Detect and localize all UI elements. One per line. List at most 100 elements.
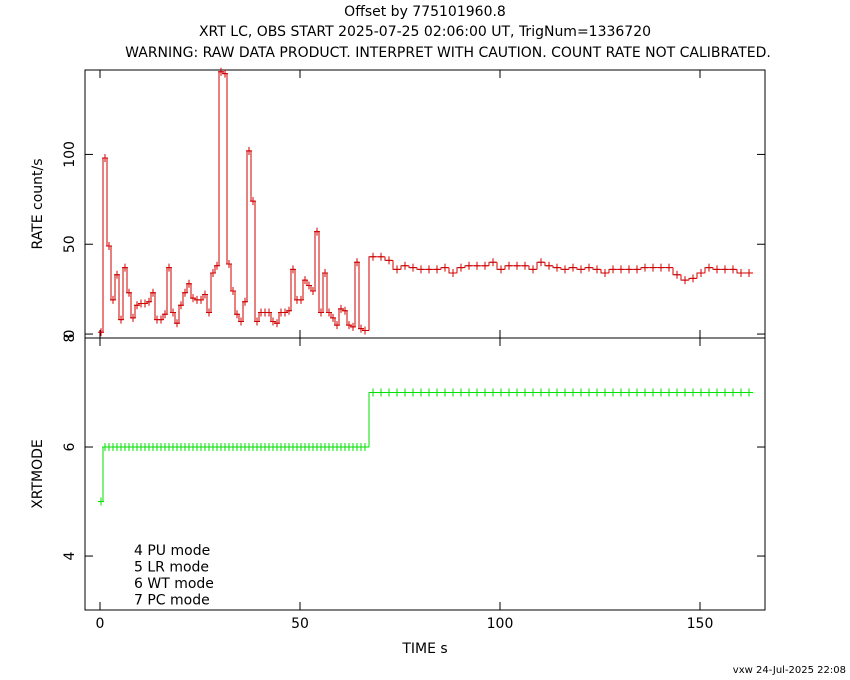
y-axis-label: RATE count/s — [30, 158, 46, 249]
data-point — [602, 268, 608, 277]
data-point — [402, 261, 408, 270]
data-point — [458, 388, 464, 397]
data-point — [434, 388, 440, 397]
annotation: 6 WT mode — [134, 576, 214, 592]
data-point — [506, 261, 512, 270]
data-point — [578, 388, 584, 397]
data-point — [626, 388, 632, 397]
data-point — [674, 388, 680, 397]
data-point — [394, 265, 400, 274]
data-point — [354, 258, 360, 267]
data-point — [666, 263, 672, 272]
data-point — [290, 265, 296, 274]
y-axis-label: XRTMODE — [30, 439, 46, 509]
data-point — [170, 308, 176, 317]
data-point — [426, 265, 432, 274]
data-point — [190, 294, 196, 303]
plot-frame — [84, 337, 766, 611]
data-point — [546, 388, 552, 397]
data-point — [266, 308, 272, 317]
data-point — [546, 261, 552, 270]
data-point — [746, 388, 752, 397]
data-point — [498, 265, 504, 274]
x-tick-label: 50 — [291, 616, 309, 632]
data-point — [730, 388, 736, 397]
y-tick-label: 8 — [62, 334, 78, 343]
data-point — [346, 321, 352, 330]
data-point — [578, 265, 584, 274]
data-point — [166, 263, 172, 272]
data-point — [426, 388, 432, 397]
data-point — [342, 306, 348, 315]
data-point — [658, 263, 664, 272]
data-point — [746, 268, 752, 277]
data-point — [634, 388, 640, 397]
data-point — [482, 261, 488, 270]
data-point — [714, 388, 720, 397]
data-point — [198, 295, 204, 304]
y-tick-label: 50 — [62, 235, 78, 253]
x-tick-label: 0 — [96, 616, 105, 632]
data-point — [146, 297, 152, 306]
data-point — [458, 263, 464, 272]
data-point — [474, 261, 480, 270]
y-tick-label: 0 — [62, 330, 78, 339]
footer: vxw 24-Jul-2025 22:08 — [733, 665, 846, 676]
data-point — [682, 388, 688, 397]
data-point — [586, 388, 592, 397]
data-point — [370, 252, 376, 261]
data-point — [314, 227, 320, 236]
data-point — [562, 388, 568, 397]
data-point — [722, 388, 728, 397]
data-point — [298, 295, 304, 304]
data-point — [610, 265, 616, 274]
y-tick-label: 6 — [62, 442, 78, 451]
data-point — [482, 388, 488, 397]
data-point — [410, 263, 416, 272]
data-point — [274, 319, 280, 328]
data-point — [370, 388, 376, 397]
data-point — [530, 388, 536, 397]
data-point — [698, 388, 704, 397]
data-point — [618, 388, 624, 397]
data-point — [386, 256, 392, 265]
data-point — [498, 388, 504, 397]
data-point — [450, 388, 456, 397]
chart-subtitle: XRT LC, OBS START 2025-07-25 02:06:00 UT… — [199, 24, 651, 40]
annotation: 7 PC mode — [134, 593, 210, 609]
data-point — [674, 270, 680, 279]
data-point — [538, 388, 544, 397]
data-point — [182, 288, 188, 297]
data-point — [514, 388, 520, 397]
data-point — [570, 388, 576, 397]
data-point — [490, 388, 496, 397]
data-point — [466, 388, 472, 397]
annotation: 4 PU mode — [134, 543, 210, 559]
data-point — [586, 263, 592, 272]
data-point — [378, 388, 384, 397]
data-point — [378, 252, 384, 261]
data-point — [394, 388, 400, 397]
data-point — [642, 388, 648, 397]
data-point — [418, 388, 424, 397]
data-point — [442, 263, 448, 272]
data-point — [506, 388, 512, 397]
data-point — [690, 274, 696, 283]
data-point — [682, 276, 688, 285]
data-point — [530, 265, 536, 274]
data-point — [522, 388, 528, 397]
data-point — [618, 265, 624, 274]
data-point — [122, 263, 128, 272]
data-point — [514, 261, 520, 270]
data-point — [218, 67, 224, 76]
data-point — [466, 261, 472, 270]
data-point — [106, 242, 112, 251]
data-point — [402, 388, 408, 397]
data-point — [698, 268, 704, 277]
chart-warning: WARNING: RAW DATA PRODUCT. INTERPRET WIT… — [125, 45, 771, 61]
data-point — [442, 388, 448, 397]
data-point — [594, 265, 600, 274]
data-point — [634, 265, 640, 274]
x-axis-label: TIME s — [401, 641, 447, 657]
